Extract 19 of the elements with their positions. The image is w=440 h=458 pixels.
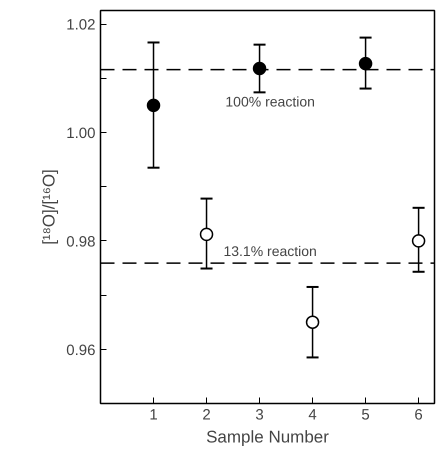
point [146,98,160,112]
point [200,228,214,242]
y-tick-label: 1.00 [66,124,96,142]
y-tick-label: 0.98 [66,233,96,250]
y-tick-label: 0.96 [66,342,96,359]
x-tick-label: 5 [361,406,370,424]
x-axis-title: Sample Number [206,428,330,446]
ref-line-label: 13.1% reaction [223,243,317,260]
x-tick-label: 3 [255,406,264,424]
point [306,315,320,329]
x-tick-label: 6 [414,406,423,424]
x-tick-label: 1 [149,406,158,424]
y-axis-title: [¹⁸O]/[¹⁶O] [39,169,58,245]
y-tick-label: 1.02 [66,16,96,34]
point [412,234,426,248]
x-tick-label: 2 [202,406,211,424]
x-tick-label: 4 [308,406,317,424]
ref-line-label: 100% reaction [225,94,315,110]
point [358,56,372,70]
